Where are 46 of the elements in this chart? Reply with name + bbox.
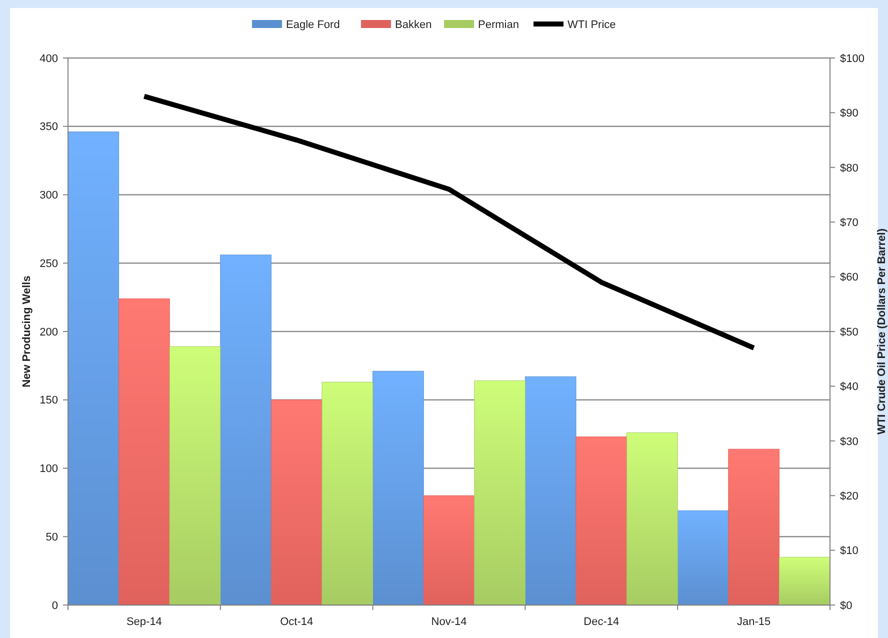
y2-tick-label: $0 — [840, 600, 852, 612]
y2-tick-label: $20 — [840, 490, 858, 502]
y-tick-label: 150 — [40, 394, 58, 407]
y2-tick-label: $80 — [840, 162, 858, 174]
bar — [728, 448, 780, 606]
y2-tick-label: $70 — [840, 216, 858, 229]
bar — [270, 400, 322, 606]
y2-tick-label: $100 — [840, 52, 864, 65]
y2-tick-label: $60 — [840, 272, 858, 284]
legend-label: WTI Price — [568, 18, 616, 31]
y-tick-label: 100 — [40, 463, 58, 476]
x-tick-label: Dec-14 — [584, 616, 620, 628]
bar — [220, 254, 272, 606]
y-axis-title: New Producing Wells — [21, 276, 33, 388]
bar — [576, 436, 628, 606]
y-tick-label: 50 — [46, 531, 58, 544]
x-tick-label: Jan-15 — [736, 616, 771, 628]
y-tick-label: 200 — [40, 326, 58, 338]
y2-tick-label: $30 — [840, 436, 858, 448]
x-tick-label: Oct-14 — [280, 616, 314, 628]
y2-tick-label: $40 — [840, 381, 858, 394]
x-tick-label: Sep-14 — [126, 616, 162, 628]
y2-tick-label: $50 — [840, 326, 858, 338]
bar — [169, 346, 221, 606]
y2-tick-label: $90 — [840, 108, 858, 120]
legend-label: Bakken — [395, 18, 432, 31]
y2-tick-label: $10 — [840, 545, 858, 558]
bar — [322, 382, 374, 606]
y-tick-label: 250 — [40, 258, 58, 270]
bar — [68, 132, 120, 606]
y-tick-label: 0 — [52, 600, 58, 612]
x-tick-label: Nov-14 — [431, 616, 467, 628]
bar — [677, 510, 729, 606]
bar — [118, 298, 170, 606]
bar — [423, 495, 475, 606]
bar — [372, 370, 424, 606]
bar — [626, 432, 678, 606]
y-tick-label: 350 — [40, 121, 58, 134]
bar — [474, 380, 526, 606]
bar — [524, 376, 576, 606]
legend-label: Permian — [478, 18, 519, 31]
y-tick-label: 400 — [40, 52, 58, 65]
legend-label: Eagle Ford — [286, 18, 340, 31]
y-tick-label: 300 — [40, 190, 58, 202]
bar — [778, 556, 830, 606]
y2-axis-title: WTI Crude Oil Price (Dollars Per Barrel) — [876, 228, 888, 435]
